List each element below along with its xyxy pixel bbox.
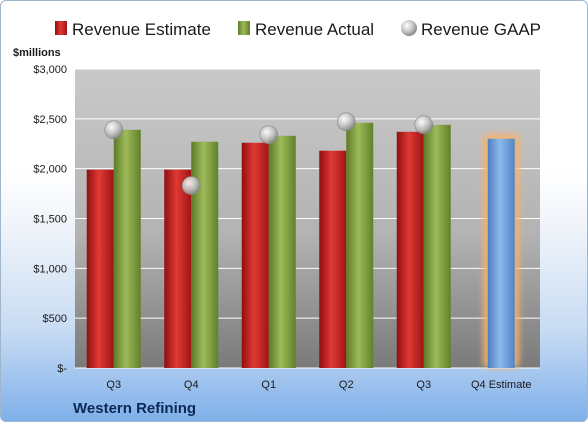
- x-tick-label: Q4: [184, 379, 199, 391]
- bar-q4-estimate: [487, 138, 515, 368]
- y-tick-label: $1,500: [33, 214, 67, 226]
- x-tick-label: Q2: [339, 379, 354, 391]
- legend: Revenue Estimate Revenue Actual Revenue …: [55, 20, 541, 39]
- y-axis-ticks: $- $500 $1,000 $1,500 $2,000 $2,500 $3,000: [33, 64, 67, 375]
- company-name: Western Refining: [73, 400, 196, 417]
- gridlines: [75, 68, 540, 369]
- x-tick-label: Q4 Estimate: [471, 379, 532, 391]
- bar-revenue-actual: [191, 141, 219, 368]
- bar-revenue-estimate: [241, 142, 269, 368]
- x-tick-label: Q1: [261, 379, 276, 391]
- legend-marker-revenue-gaap: [401, 20, 417, 36]
- y-tick-label: $3,000: [33, 64, 67, 76]
- bar-revenue-estimate: [164, 169, 192, 368]
- marker-revenue-gaap: [181, 176, 201, 195]
- legend-label-revenue-actual: Revenue Actual: [255, 20, 374, 39]
- marker-revenue-gaap: [104, 120, 124, 140]
- marker-revenue-gaap: [259, 125, 279, 145]
- x-axis-ticks: Q3 Q4 Q1 Q2 Q3 Q4 Estimate: [106, 379, 531, 391]
- bars: [86, 122, 520, 369]
- marker-revenue-gaap: [414, 115, 434, 135]
- y-tick-label: $-: [57, 363, 67, 375]
- x-tick-label: Q3: [416, 379, 431, 391]
- y-tick-label: $2,500: [33, 114, 67, 126]
- legend-label-revenue-estimate: Revenue Estimate: [72, 20, 211, 39]
- bar-revenue-actual: [113, 129, 141, 368]
- legend-swatch-revenue-actual: [238, 21, 250, 35]
- bar-revenue-estimate: [319, 150, 347, 368]
- marker-revenue-gaap: [336, 112, 356, 132]
- legend-label-revenue-gaap: Revenue GAAP: [421, 20, 541, 39]
- y-tick-label: $1,000: [33, 263, 67, 275]
- legend-swatch-revenue-estimate: [55, 21, 67, 35]
- bar-revenue-actual: [346, 122, 374, 368]
- x-tick-label: Q3: [106, 379, 121, 391]
- bar-revenue-actual: [423, 124, 451, 369]
- y-tick-label: $500: [43, 313, 67, 325]
- bar-revenue-actual: [268, 135, 296, 368]
- gaap-markers: [104, 112, 434, 195]
- bar-revenue-estimate: [86, 169, 114, 368]
- y-tick-label: $2,000: [33, 164, 67, 176]
- y-axis-unit-label: $millions: [13, 47, 61, 59]
- bar-revenue-estimate: [396, 131, 424, 368]
